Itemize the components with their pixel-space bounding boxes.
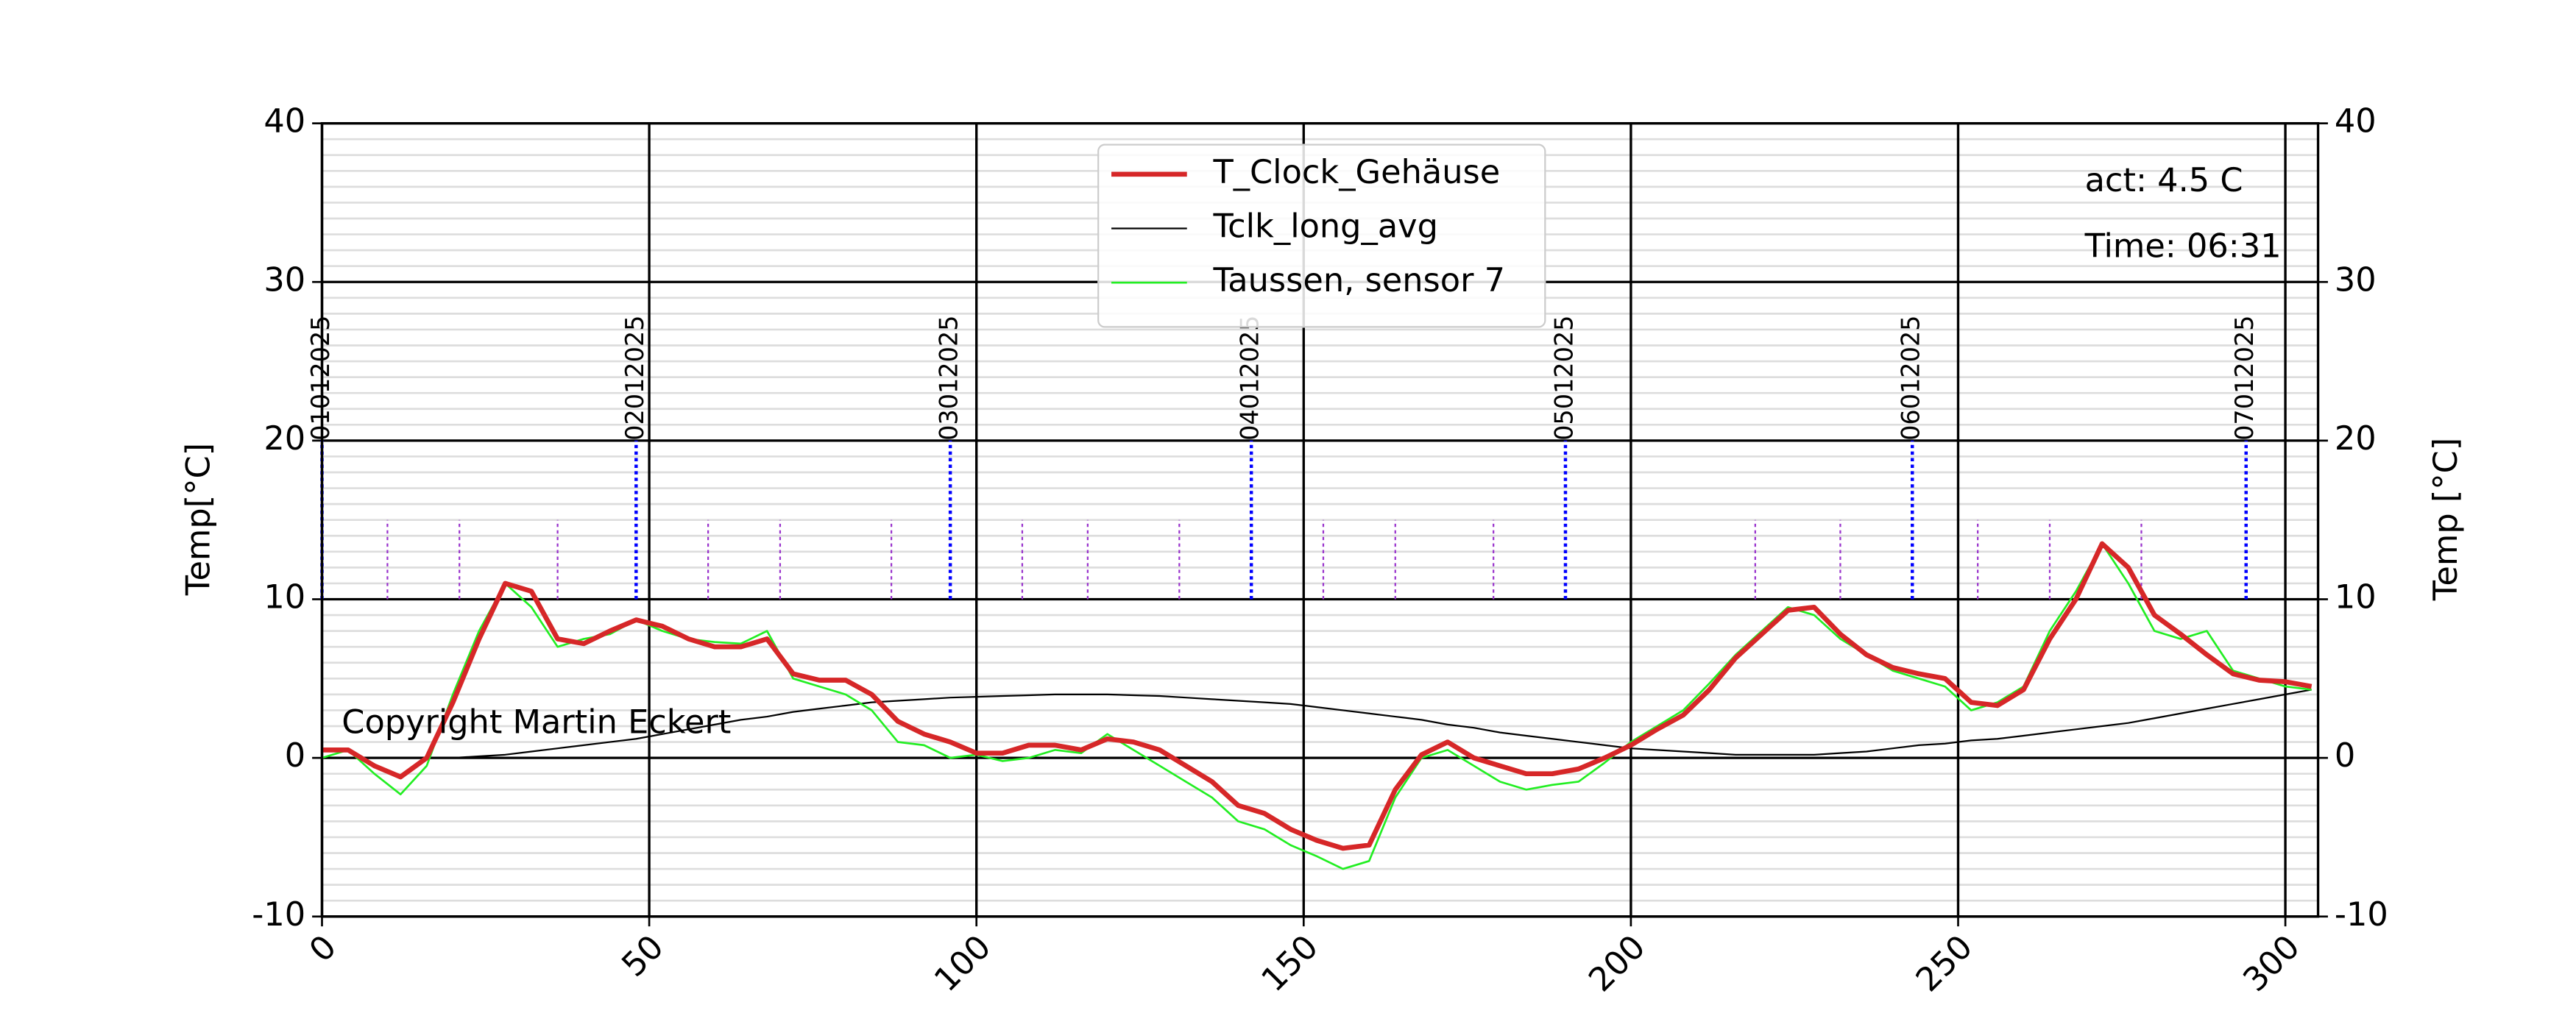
legend-box xyxy=(1097,143,1546,328)
annotation: Copyright Martin Eckert xyxy=(342,703,731,742)
y2-tick-label: 20 xyxy=(2335,419,2377,458)
day-marker-label: 02012025 xyxy=(620,316,649,441)
y2-tick-label: 0 xyxy=(2335,736,2355,775)
day-marker-label: 01012025 xyxy=(306,316,335,441)
x-tick-label: 250 xyxy=(1908,928,1980,999)
x-tick-label: 200 xyxy=(1582,928,1653,999)
series-line xyxy=(322,542,2312,870)
y2-tick-label: 40 xyxy=(2335,102,2377,141)
x-tick-label: 150 xyxy=(1254,928,1326,999)
x-tick-label: 50 xyxy=(615,928,671,984)
y2-axis-label: Temp [°C] xyxy=(2427,438,2465,601)
y-tick-label: -10 xyxy=(252,895,305,934)
series-line xyxy=(322,541,2313,851)
day-marker-label: 07012025 xyxy=(2230,316,2259,441)
y-tick-label: 30 xyxy=(263,260,305,299)
legend-label: Taussen, sensor 7 xyxy=(1212,261,1505,299)
x-tick-label: 300 xyxy=(2236,928,2307,999)
annotation: act: 4.5 C xyxy=(2085,161,2243,199)
day-marker-label: 04012025 xyxy=(1236,316,1264,441)
legend-label: T_Clock_Gehäuse xyxy=(1212,153,1500,191)
y-tick-label: 10 xyxy=(263,578,305,617)
legend-label: Tclk_long_avg xyxy=(1212,207,1437,245)
y2-tick-label: -10 xyxy=(2335,895,2388,934)
legend: T_Clock_Gehäuse Tclk_long_avg Taussen, sen… xyxy=(1097,143,1546,328)
plot-frame xyxy=(320,121,2320,918)
y-tick-label: 20 xyxy=(263,419,305,458)
y-tick-label: 0 xyxy=(285,736,305,775)
day-marker-label: 03012025 xyxy=(935,316,963,441)
y2-tick-label: 30 xyxy=(2335,260,2377,299)
day-marker-label: 05012025 xyxy=(1549,316,1578,441)
x-tick-label: 0 xyxy=(302,928,344,970)
series-line xyxy=(453,689,2312,759)
y-tick-label: 40 xyxy=(263,102,305,141)
y-axis-label: Temp[°C] xyxy=(179,443,217,596)
y2-tick-label: 10 xyxy=(2335,578,2377,617)
x-tick-label: 100 xyxy=(927,928,998,999)
day-marker-label: 06012025 xyxy=(1897,316,1925,441)
annotation: Time: 06:31 xyxy=(2084,227,2282,265)
